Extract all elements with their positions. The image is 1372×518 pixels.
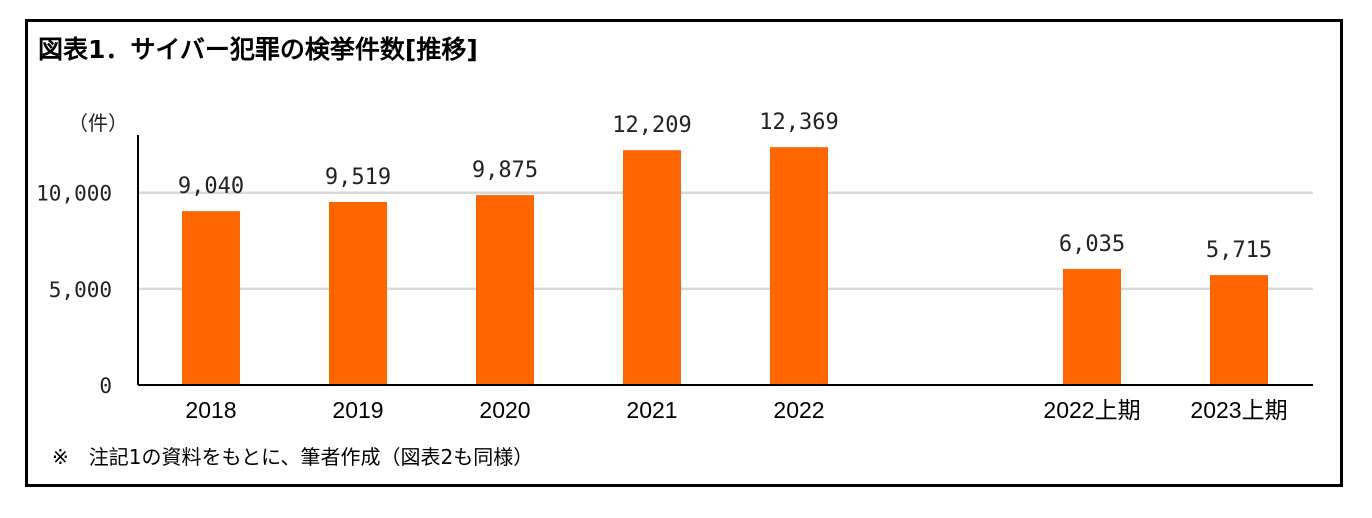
data-label: 6,035 [1059,232,1125,257]
category-label: 2022 [773,397,824,423]
category-label: 2020 [479,397,530,423]
gridlines [138,191,1313,291]
data-labels: 9,040 9,519 9,875 12,209 12,369 6,035 5,715 [178,110,1272,263]
y-axis-unit-label: （件） [68,111,128,135]
bar [329,201,387,385]
bar [623,150,681,385]
bar [770,147,828,385]
y-tick-label: 10,000 [36,182,112,206]
data-label: 9,519 [325,165,391,190]
data-label: 9,875 [472,158,538,183]
category-label: 2018 [185,397,236,423]
source-note: ※ 注記1の資料をもとに、筆者作成（図表2も同様） [52,445,534,469]
category-label: 2019 [332,397,383,423]
data-label: 12,369 [759,110,838,135]
category-label: 2023上期 [1190,397,1287,423]
category-labels: 2018 2019 2020 2021 2022 2022上期 2023上期 [185,397,1287,423]
data-label: 5,715 [1206,238,1272,263]
bar [476,195,534,385]
y-tick-label: 0 [99,374,112,398]
bar [1210,275,1268,385]
category-label: 2022上期 [1043,397,1140,423]
bar [1063,268,1121,385]
chart-title: 図表1．サイバー犯罪の検挙件数[推移] [38,35,478,64]
bars [182,147,1268,385]
y-tick-labels: 0 5,000 10,000 [36,182,112,398]
y-tick-label: 5,000 [49,278,112,302]
figure-frame [25,19,1343,487]
category-label: 2021 [626,397,677,423]
bar [182,211,240,385]
data-label: 9,040 [178,174,244,199]
data-label: 12,209 [612,113,691,138]
